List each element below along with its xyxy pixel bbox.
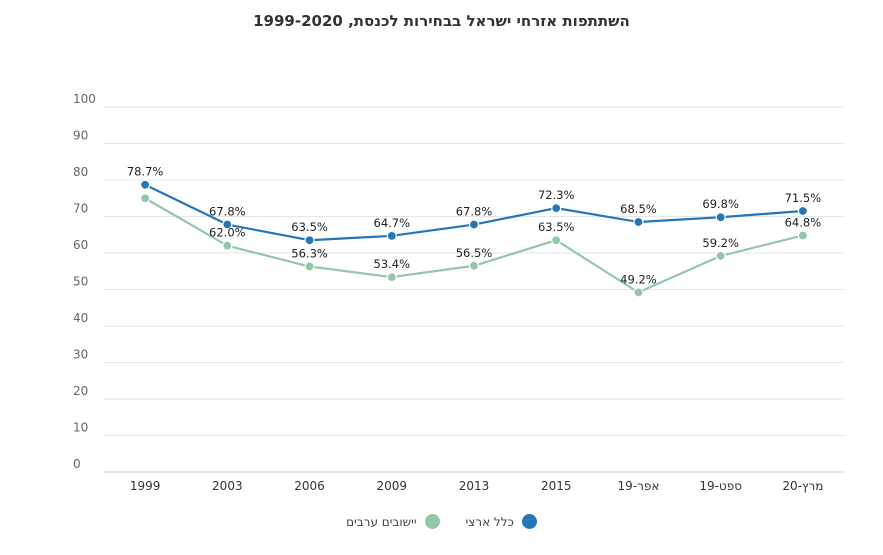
data-label: 62.0% (209, 226, 246, 240)
data-point (222, 240, 233, 251)
data-point (715, 250, 726, 262)
chart-legend: כלל ארצי יישובים ערבים (0, 514, 883, 529)
data-point (386, 271, 397, 283)
data-point (551, 203, 562, 214)
x-tick-label: 2015 (541, 479, 572, 493)
x-tick-label: ספט-19 (699, 479, 742, 493)
y-tick-label: 20 (73, 384, 88, 398)
legend-item-national[interactable]: כלל ארצי (466, 514, 537, 529)
data-point (633, 287, 644, 298)
data-label: 78.7% (127, 165, 164, 179)
data-point (715, 212, 726, 223)
data-point (633, 216, 644, 228)
data-point (222, 219, 233, 230)
legend-label-arab-localities: יישובים ערבים (346, 514, 417, 529)
x-tick-label: 1999 (130, 479, 161, 493)
x-tick-label: 2009 (377, 479, 408, 493)
y-tick-label: 30 (73, 348, 88, 362)
y-tick-label: 10 (73, 421, 88, 435)
legend-marker-national (521, 514, 537, 529)
legend-item-arab-localities[interactable]: יישובים ערבים (346, 514, 440, 529)
data-label: 64.8% (785, 215, 822, 229)
data-point (797, 205, 808, 217)
legend-label-national: כלל ארצי (465, 514, 514, 529)
data-label: 72.3% (538, 188, 575, 202)
y-tick-label: 60 (73, 238, 88, 252)
data-label: 64.7% (374, 216, 411, 230)
data-point (468, 260, 480, 271)
y-tick-label: 50 (73, 275, 88, 289)
y-tick-label: 70 (73, 202, 88, 216)
y-tick-label: 0 (73, 457, 81, 471)
y-tick-label: 80 (73, 165, 88, 179)
data-label: 71.5% (785, 191, 822, 205)
y-tick-label: 90 (73, 129, 88, 143)
data-point (140, 193, 151, 204)
x-tick-label: 2006 (294, 479, 325, 493)
data-point (468, 219, 480, 230)
x-tick-label: אפר-19 (617, 479, 659, 493)
chart-title: השתתפות אזרחי ישראל בבחירות לכנסת, 1999-… (253, 12, 630, 30)
data-point (551, 235, 562, 246)
data-point (304, 235, 315, 246)
x-tick-label: מרץ-20 (782, 479, 823, 493)
y-tick-label: 40 (73, 311, 88, 325)
data-point (140, 179, 151, 190)
data-point (797, 230, 808, 241)
data-label: 56.5% (456, 246, 493, 260)
data-point (304, 261, 315, 272)
data-label: 63.5% (538, 220, 575, 234)
data-label: 68.5% (620, 202, 657, 216)
legend-marker-arab-localities (424, 514, 440, 529)
data-point (386, 230, 397, 241)
x-tick-label: 2013 (459, 479, 490, 493)
x-tick-label: 2003 (212, 479, 243, 493)
data-label: 49.2% (620, 272, 657, 286)
data-label: 56.3% (291, 247, 328, 261)
data-label: 59.2% (702, 236, 739, 250)
data-label: 67.8% (209, 205, 246, 219)
data-label: 53.4% (374, 257, 411, 271)
data-label: 67.8% (456, 205, 493, 219)
y-tick-label: 100 (73, 92, 96, 106)
data-label: 69.8% (702, 197, 739, 211)
data-label: 63.5% (291, 220, 328, 234)
